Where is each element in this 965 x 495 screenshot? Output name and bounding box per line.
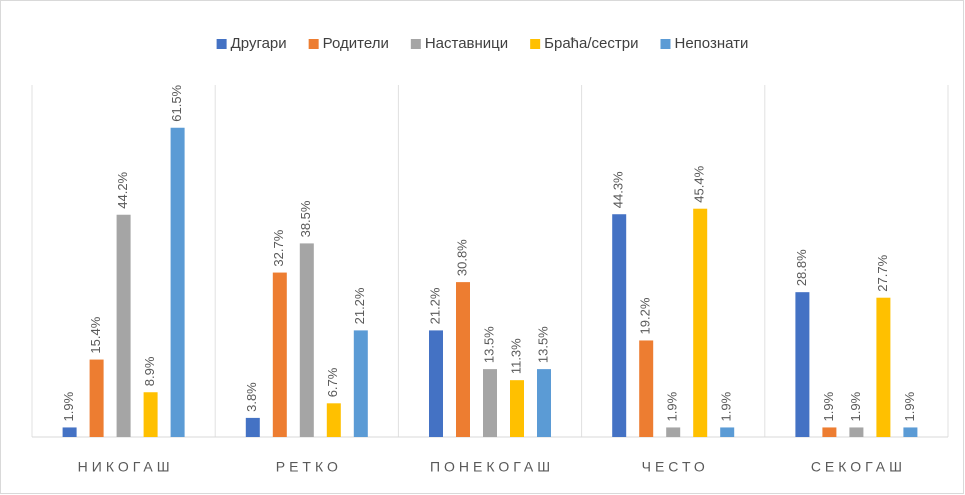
data-label: 1.9% [902, 391, 917, 421]
bar [666, 427, 681, 437]
data-label: 15.4% [88, 316, 103, 353]
data-label: 27.7% [875, 254, 890, 291]
bar [245, 417, 260, 437]
bar [876, 297, 891, 437]
data-label: 21.2% [352, 287, 367, 324]
bar [822, 427, 837, 437]
data-label: 3.8% [244, 382, 259, 412]
data-label: 1.9% [719, 391, 734, 421]
data-label: 6.7% [325, 367, 340, 397]
data-label: 44.3% [611, 171, 626, 208]
bar [720, 427, 735, 437]
data-label: 45.4% [692, 165, 707, 202]
bar [795, 292, 810, 437]
data-label: 19.2% [638, 297, 653, 334]
data-label: 1.9% [821, 391, 836, 421]
x-tick-label: ЧЕСТО [642, 459, 709, 475]
bar [456, 282, 470, 437]
data-label: 44.2% [115, 171, 130, 208]
bar [89, 359, 104, 437]
bar [639, 340, 654, 437]
bar [326, 403, 341, 437]
legend-swatch [530, 39, 541, 49]
data-label: 1.9% [665, 391, 680, 421]
data-label: 8.9% [142, 356, 157, 386]
x-tick-label: РЕТКО [276, 459, 342, 475]
data-label: 1.9% [61, 391, 76, 421]
bar [429, 330, 443, 437]
bar [143, 392, 158, 437]
legend-swatch [660, 39, 671, 49]
legend-swatch [216, 39, 227, 49]
x-tick-label: ПОНЕКОГАШ [430, 459, 554, 475]
bar [510, 380, 524, 437]
data-label: 11.3% [508, 338, 523, 374]
data-label: 13.5% [481, 326, 496, 363]
bar [170, 127, 185, 437]
bar [693, 208, 708, 437]
bar [483, 369, 497, 437]
legend-label: Браћа/сестри [544, 35, 638, 52]
data-label: 30.8% [454, 239, 469, 276]
bar [612, 214, 627, 437]
data-label: 38.5% [298, 200, 313, 237]
legend-swatch [308, 39, 319, 49]
data-label: 61.5% [169, 84, 184, 121]
legend-label: Наставници [425, 35, 508, 52]
x-tick-label: НИКОГАШ [78, 459, 174, 475]
bar [272, 272, 287, 437]
legend-label: Другари [231, 35, 287, 52]
legend-label: Непознати [674, 35, 748, 52]
bar [849, 427, 864, 437]
data-label: 28.8% [794, 249, 809, 286]
bar [537, 369, 551, 437]
data-label: 21.2% [427, 287, 442, 324]
data-label: 1.9% [848, 391, 863, 421]
bar [62, 427, 77, 437]
bar [116, 214, 131, 437]
x-tick-label: СЕКОГАШ [811, 459, 906, 475]
bar [353, 330, 368, 437]
legend-label: Родители [323, 35, 389, 52]
data-label: 13.5% [535, 326, 550, 363]
bar [903, 427, 918, 437]
legend-swatch [410, 39, 421, 49]
bar [299, 243, 314, 437]
data-label: 32.7% [271, 229, 286, 266]
